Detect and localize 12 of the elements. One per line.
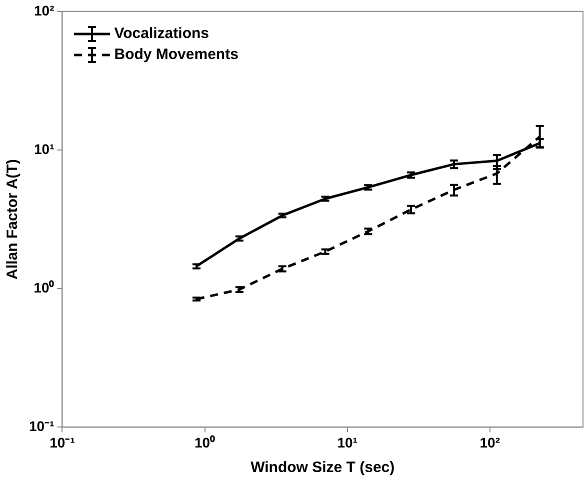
y-tick-label: 10¹ xyxy=(34,140,55,157)
x-axis-title: Window Size T (sec) xyxy=(250,459,395,476)
y-tick-label: 10² xyxy=(34,2,55,18)
legend-label: Body Movements xyxy=(114,46,238,64)
legend-label: Vocalizations xyxy=(114,25,209,42)
x-tick-label: 10¹ xyxy=(337,434,358,450)
y-axis-title: Allan Factor A(T) xyxy=(4,159,22,280)
x-tick-label: 10⁰ xyxy=(194,434,216,450)
y-tick-label: 10⁰ xyxy=(34,279,54,296)
y-tick-label: 10⁻¹ xyxy=(29,418,55,434)
x-tick-label: 10² xyxy=(480,434,500,450)
x-tick-label: 10⁻¹ xyxy=(50,434,76,450)
